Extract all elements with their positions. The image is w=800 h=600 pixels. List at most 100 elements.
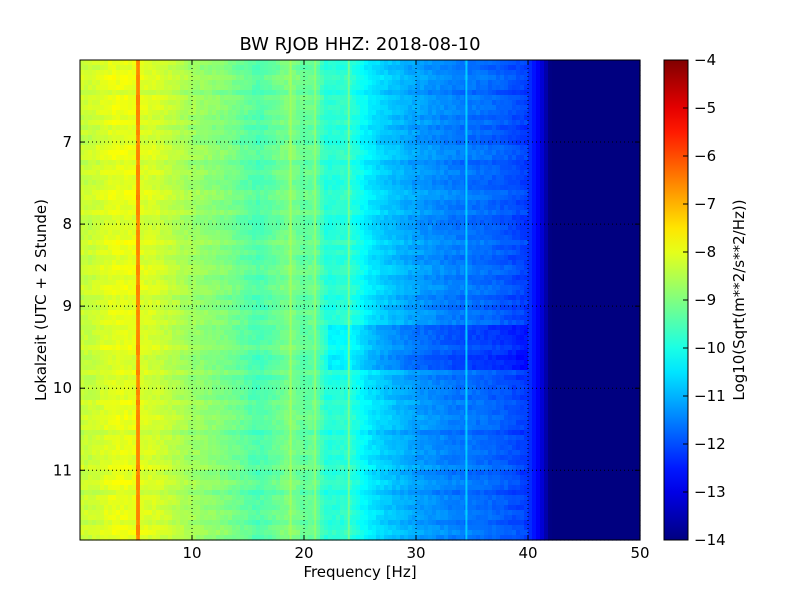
heatmap-cell (560, 105, 565, 111)
heatmap-cell (432, 105, 437, 111)
heatmap-cell (144, 185, 149, 191)
heatmap-cell (628, 195, 633, 201)
heatmap-cell (220, 165, 225, 171)
heatmap-cell (236, 235, 241, 241)
heatmap-cell (252, 155, 257, 161)
heatmap-cell (388, 195, 393, 201)
heatmap-cell (164, 70, 169, 76)
heatmap-cell (428, 80, 433, 86)
heatmap-cell (300, 210, 305, 216)
heatmap-cell (492, 60, 497, 66)
heatmap-cell (304, 120, 309, 126)
heatmap-cell (384, 235, 389, 241)
heatmap-cell (528, 185, 533, 191)
heatmap-cell (636, 110, 641, 116)
heatmap-cell (360, 115, 365, 121)
heatmap-cell (484, 210, 489, 216)
heatmap-cell (212, 230, 217, 236)
heatmap-cell (212, 115, 217, 121)
heatmap-cell (160, 220, 165, 226)
heatmap-cell (340, 95, 345, 101)
heatmap-cell (480, 135, 485, 141)
heatmap-cell (88, 70, 93, 76)
heatmap-cell (92, 175, 97, 181)
heatmap-cell (616, 180, 621, 186)
heatmap-cell (144, 230, 149, 236)
heatmap-cell (184, 125, 189, 131)
heatmap-cell (392, 75, 397, 81)
heatmap-cell (364, 65, 369, 71)
heatmap-cell (172, 65, 177, 71)
heatmap-cell (160, 85, 165, 91)
heatmap-cell (476, 65, 481, 71)
heatmap-cell (580, 125, 585, 131)
heatmap-cell (92, 70, 97, 76)
heatmap-cell (172, 150, 177, 156)
heatmap-cell (316, 155, 321, 161)
heatmap-cell (348, 205, 353, 211)
heatmap-cell (476, 95, 481, 101)
heatmap-cell (168, 105, 173, 111)
heatmap-cell (548, 170, 553, 176)
heatmap-cell (112, 140, 117, 146)
heatmap-cell (144, 115, 149, 121)
heatmap-cell (148, 95, 153, 101)
heatmap-cell (452, 145, 457, 151)
heatmap-cell (100, 210, 105, 216)
heatmap-cell (452, 190, 457, 196)
heatmap-cell (328, 85, 333, 91)
heatmap-cell (420, 115, 425, 121)
heatmap-cell (236, 100, 241, 106)
heatmap-cell (148, 80, 153, 86)
heatmap-cell (264, 180, 269, 186)
heatmap-cell (256, 110, 261, 116)
heatmap-cell (428, 160, 433, 166)
heatmap-cell (320, 145, 325, 151)
heatmap-cell (164, 65, 169, 71)
heatmap-cell (596, 75, 601, 81)
heatmap-cell (564, 205, 569, 211)
heatmap-cell (128, 165, 133, 171)
heatmap-cell (608, 80, 613, 86)
heatmap-cell (604, 180, 609, 186)
heatmap-cell (548, 85, 553, 91)
heatmap-cell (440, 155, 445, 161)
heatmap-cell (520, 205, 525, 211)
heatmap-cell (300, 105, 305, 111)
heatmap-cell (84, 215, 89, 221)
heatmap-cell (132, 95, 137, 101)
heatmap-cell (580, 75, 585, 81)
heatmap-cell (576, 185, 581, 191)
heatmap-cell (208, 105, 213, 111)
heatmap-cell (576, 175, 581, 181)
heatmap-cell (628, 75, 633, 81)
heatmap-cell (536, 165, 541, 171)
heatmap-cell (236, 80, 241, 86)
heatmap-cell (84, 125, 89, 131)
heatmap-cell (256, 210, 261, 216)
heatmap-cell (156, 115, 161, 121)
heatmap-cell (544, 90, 549, 96)
heatmap-cell (172, 90, 177, 96)
heatmap-cell (248, 70, 253, 76)
heatmap-cell (124, 180, 129, 186)
heatmap-cell (248, 175, 253, 181)
heatmap-cell (204, 210, 209, 216)
heatmap-cell (224, 125, 229, 131)
heatmap-cell (480, 100, 485, 106)
heatmap-cell (544, 115, 549, 121)
heatmap-cell (268, 145, 273, 151)
heatmap-cell (264, 130, 269, 136)
heatmap-cell (344, 160, 349, 166)
heatmap-cell (180, 105, 185, 111)
heatmap-cell (200, 200, 205, 206)
heatmap-cell (456, 180, 461, 186)
heatmap-cell (324, 145, 329, 151)
heatmap-cell (504, 60, 509, 66)
heatmap-cell (376, 80, 381, 86)
heatmap-cell (628, 170, 633, 176)
heatmap-cell (168, 215, 173, 221)
heatmap-cell (280, 230, 285, 236)
heatmap-cell (140, 200, 145, 206)
heatmap-cell (528, 75, 533, 81)
